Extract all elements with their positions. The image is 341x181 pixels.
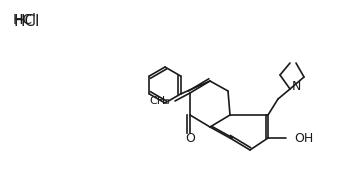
Text: N: N bbox=[292, 81, 301, 94]
Text: CH₃: CH₃ bbox=[149, 96, 170, 106]
Text: HCl: HCl bbox=[14, 14, 40, 30]
Text: HCl: HCl bbox=[13, 13, 37, 27]
Text: OH: OH bbox=[294, 132, 313, 144]
Text: O: O bbox=[185, 132, 195, 146]
